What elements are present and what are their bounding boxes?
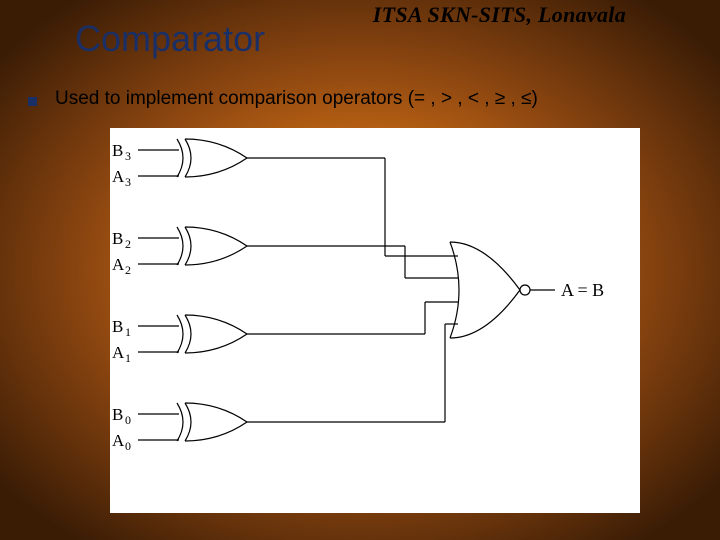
svg-text:3: 3 [125,175,131,189]
circuit-svg: B3A3B2A2B1A1B0A0A = B [110,128,640,513]
body-text: Used to implement comparison operators (… [55,88,538,110]
svg-text:3: 3 [125,149,131,163]
svg-text:1: 1 [125,351,131,365]
svg-text:B: B [112,405,123,424]
svg-text:A: A [112,431,125,450]
svg-text:A: A [112,343,125,362]
svg-text:2: 2 [125,263,131,277]
svg-text:2: 2 [125,237,131,251]
svg-text:A = B: A = B [561,280,604,300]
svg-text:1: 1 [125,325,131,339]
svg-text:B: B [112,229,123,248]
svg-text:A: A [112,255,125,274]
svg-text:0: 0 [125,439,131,453]
circuit-diagram: B3A3B2A2B1A1B0A0A = B [110,128,640,513]
svg-text:B: B [112,141,123,160]
bullet-icon [28,97,37,106]
svg-text:A: A [112,167,125,186]
svg-text:0: 0 [125,413,131,427]
page-title: Comparator [75,18,265,60]
org-header: ITSA SKN-SITS, Lonavala [373,2,626,28]
svg-text:B: B [112,317,123,336]
